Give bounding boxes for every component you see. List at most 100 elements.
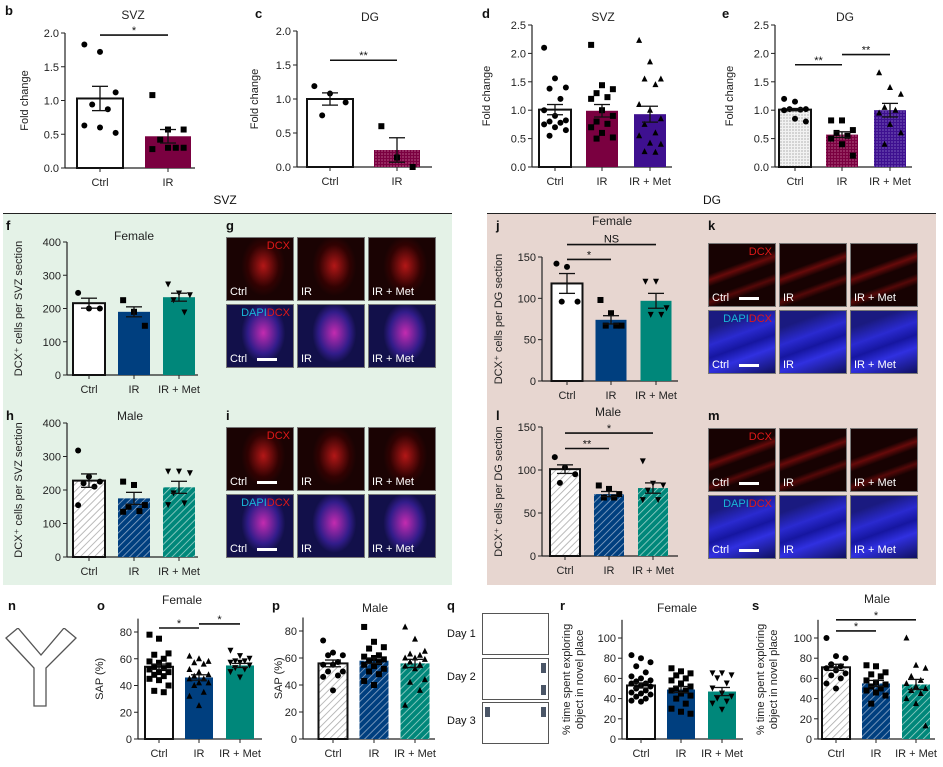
significance-label: **	[583, 439, 592, 451]
y-axis-label: SAP (%)	[94, 658, 106, 700]
data-point	[186, 470, 193, 477]
y-tick-label: 0.5	[44, 129, 59, 141]
dcx-image-ir-met: IR + Met	[368, 237, 436, 301]
bar-ctrl	[549, 468, 581, 558]
data-point	[892, 106, 899, 113]
data-point	[557, 119, 564, 126]
x-tick-label: IR + Met	[394, 748, 436, 760]
data-point	[638, 655, 644, 662]
chart-title: SVZ	[121, 8, 144, 22]
data-point	[647, 683, 654, 690]
data-point	[75, 289, 82, 296]
data-point	[728, 693, 735, 700]
x-tick-label: Ctrl	[80, 384, 97, 396]
x-tick-label: Ctrl	[91, 177, 108, 189]
y-tick-label: 60	[604, 673, 616, 685]
data-point	[663, 305, 670, 312]
data-point	[146, 675, 153, 682]
data-point	[641, 148, 648, 155]
y-tick-label: 40	[800, 694, 812, 706]
data-point	[246, 662, 253, 669]
data-point	[541, 107, 548, 114]
y-tick-label: 0.5	[754, 134, 769, 146]
x-tick-label: Ctrl	[321, 176, 338, 188]
dcx-image-ir-met: IR + Met	[850, 243, 918, 307]
data-point	[673, 685, 680, 692]
panel-letter-n: n	[8, 598, 16, 613]
data-point	[120, 478, 127, 485]
chart-title: Female	[114, 229, 154, 243]
data-point	[887, 83, 893, 90]
data-point	[657, 75, 664, 82]
data-point	[380, 656, 387, 663]
data-point	[647, 311, 654, 318]
y-tick-label: 60	[285, 653, 297, 665]
data-point	[863, 677, 870, 684]
stain-label-dapi-dcx: DAPIDCX	[723, 498, 772, 510]
stain-label-dapi-dcx: DAPIDCX	[241, 497, 290, 509]
data-point	[687, 683, 694, 690]
data-point	[639, 458, 646, 465]
data-point	[556, 479, 563, 486]
x-tick-label: IR + Met	[632, 565, 674, 577]
data-point	[781, 95, 788, 102]
data-point	[642, 278, 649, 285]
microscopy-panel-m: Ctrl DCX IR IR + Met Ctrl DAPIDCX IR IR + Met	[708, 428, 918, 559]
data-point	[636, 132, 643, 139]
bar-ir	[595, 319, 627, 381]
dg-section-title: DG	[703, 193, 721, 207]
condition-label: Ctrl	[712, 292, 730, 304]
chart-title: Female	[592, 214, 632, 228]
data-point	[81, 41, 88, 48]
y-tick-label: 0.0	[276, 162, 291, 174]
data-point	[633, 693, 640, 700]
data-point	[91, 483, 98, 490]
data-point	[564, 263, 570, 270]
data-point	[882, 681, 889, 688]
data-point	[628, 680, 635, 687]
data-point	[112, 129, 119, 136]
y-axis-label: SAP (%)	[273, 657, 285, 699]
data-point	[156, 659, 162, 666]
y-tick-label: 400	[43, 418, 61, 430]
data-point	[361, 653, 368, 660]
y-maze-schematic	[5, 628, 77, 707]
chart-title: Female	[162, 593, 202, 607]
panel-letter-c: c	[255, 6, 263, 21]
y-axis-label: DCX⁺ cells per SVZ section	[13, 422, 25, 557]
dcx-image-ctrl: Ctrl DCX	[226, 237, 294, 301]
data-point	[339, 652, 346, 659]
significance-label: **	[359, 50, 368, 62]
stain-label-dapi-dcx: DAPIDCX	[241, 307, 290, 319]
dapi-dcx-image-ir: IR	[297, 304, 365, 368]
data-point	[887, 120, 893, 127]
y-tick-label: 40	[604, 694, 616, 706]
data-point	[823, 635, 830, 641]
data-point	[653, 278, 659, 285]
data-point	[371, 638, 377, 645]
data-point	[165, 682, 172, 689]
panel-letter-k: k	[708, 218, 716, 233]
bar-ir-met	[640, 300, 672, 381]
stain-label-dcx: DCX	[266, 497, 290, 509]
data-point	[165, 281, 172, 288]
data-point	[402, 654, 409, 661]
data-point	[595, 482, 602, 489]
data-point	[842, 670, 849, 677]
data-point	[868, 671, 875, 678]
data-point	[409, 164, 416, 170]
data-point	[828, 672, 835, 679]
data-point	[380, 665, 387, 672]
data-point	[618, 322, 625, 329]
data-point	[863, 662, 870, 669]
data-point	[407, 678, 414, 685]
data-point	[652, 129, 659, 136]
y-tick-label: 0.0	[754, 162, 769, 174]
condition-label: Ctrl	[230, 286, 248, 298]
scale-bar	[739, 364, 759, 367]
data-point	[652, 81, 659, 88]
data-point	[613, 322, 620, 329]
x-tick-label: Ctrl	[80, 566, 97, 578]
data-point	[546, 118, 553, 125]
x-tick-label: IR	[597, 176, 608, 188]
